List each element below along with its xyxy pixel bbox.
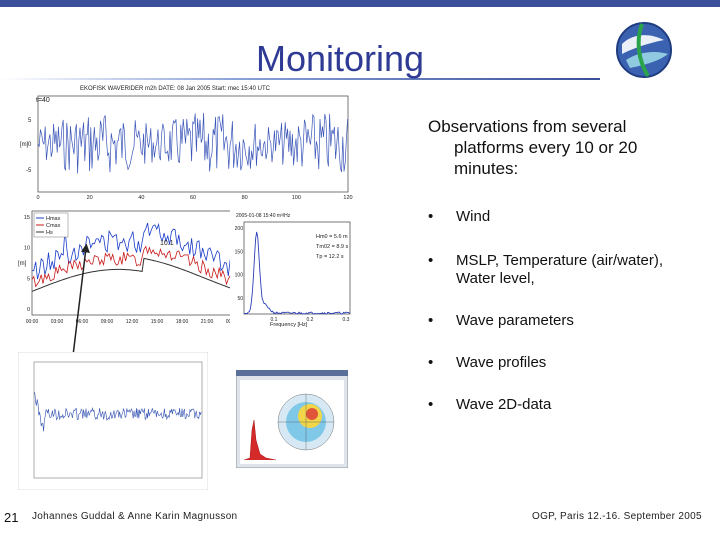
timeseries-x-tick: 12:00 (126, 319, 139, 325)
intro-text: Observations from several platforms ever… (428, 116, 698, 179)
waverider-x-tick: 100 (292, 195, 301, 200)
timeseries-x-tick: 15:00 (151, 319, 164, 325)
bullet-item: • Wave 2D-data (428, 396, 708, 414)
timeseries-x-tick: 18:00 (176, 319, 189, 325)
legend-entry: Cmax (46, 223, 61, 229)
spectrum-header: 2005-01-08 15:40 m³/Hz (236, 213, 291, 219)
spectrum-x-tick: 0.3 (343, 317, 350, 323)
timeseries-x-tick: 06:00 (76, 319, 89, 325)
globe-logo-icon (616, 22, 672, 78)
series-hs-line (31, 257, 233, 292)
spectrum-line (243, 231, 351, 315)
title-underline (0, 78, 600, 80)
spectrum-stat: Tm02 = 8.9 s (316, 244, 349, 250)
bullet-item: • Wave profiles (428, 354, 708, 372)
wave-height-timeseries-figure: [m] 15 10 5 0 00:00 03:00 06:00 09:00 12:00 15:0… (18, 205, 236, 327)
series-cmax-line (31, 245, 233, 288)
spectrum-x-label: Frequency [Hz] (270, 322, 308, 328)
bullet-dot: • (428, 208, 434, 225)
waverider-x-tick: 80 (242, 195, 248, 200)
spectrum-x-tick: 0.2 (307, 317, 314, 323)
timeseries-y-tick: 5 (27, 276, 30, 282)
waverider-x-tick: 60 (190, 195, 196, 200)
bullet-text: Wave parameters (456, 312, 574, 329)
timeseries-annotation: 10.1 (160, 240, 174, 247)
timeseries-x-tick: 00:00 (26, 319, 39, 325)
intro-line-3: minutes: (454, 159, 519, 178)
waverider-y-tick: -5 (26, 168, 32, 174)
bullet-item: • Wind (428, 208, 708, 226)
waverider-label: t=40 (36, 97, 50, 104)
waverider-x-tick: 0 (36, 195, 39, 200)
waverider-title: EKOFISK WAVERIDER m2h DATE: 08 Jan 2005 … (80, 86, 271, 92)
spectrum-y-tick: 150 (235, 249, 244, 255)
footer-authors: Johannes Guddal & Anne Karin Magnusson (32, 511, 238, 522)
spectrum-x-ticks: 0.1 0.2 0.3 (271, 317, 350, 323)
bullet-dot: • (428, 252, 434, 269)
wave-2d-thumbnail-figure (236, 370, 348, 468)
timeseries-x-tick: 03:00 (51, 319, 64, 325)
spectrum-y-tick: 50 (237, 296, 243, 302)
bullet-dot: • (428, 354, 434, 371)
spectrum-y-tick: 100 (235, 273, 244, 279)
waverider-x-ticks: 0 20 40 60 80 100 120 (36, 195, 352, 200)
bullet-text-continued: Water level, (456, 270, 535, 287)
waverider-y-tick: 0 (28, 142, 32, 148)
top-accent-bar (0, 0, 720, 7)
waverider-x-tick: 40 (138, 195, 144, 200)
legend-entry: Hmax (46, 216, 61, 222)
intro-line-2: platforms every 10 or 20 (454, 138, 638, 157)
timeseries-y-ticks: 15 10 5 0 (24, 215, 30, 313)
bullet-dot: • (428, 396, 434, 413)
bullet-item: • MSLP, Temperature (air/water), Water lev… (428, 252, 708, 288)
page-number: 21 (4, 510, 19, 525)
spectrum-stat: Tp = 12.2 s (316, 254, 344, 260)
legend-entry: Hs (46, 230, 53, 236)
slide-title: Monitoring (255, 38, 425, 79)
thumbnail-signal-line (33, 392, 202, 432)
bullet-text: Wave 2D-data (456, 396, 552, 413)
waverider-x-tick: 120 (343, 195, 352, 200)
timeseries-x-tick: 09:00 (101, 319, 114, 325)
timeseries-thumbnail-figure (18, 352, 208, 490)
timeseries-y-tick: 15 (24, 215, 30, 221)
bullet-text: Wave profiles (456, 354, 547, 371)
timeseries-legend: Hmax Cmax Hs (33, 212, 69, 238)
spectrum-stat: Hm0 = 5.6 m (316, 234, 348, 240)
waverider-y-unit: [m] (20, 142, 29, 148)
timeseries-y-unit: [m] (18, 261, 27, 267)
waverider-signal-line (37, 112, 348, 174)
footer-conference: OGP, Paris 12.-16. September 2005 (532, 511, 702, 522)
waverider-x-tick: 20 (87, 195, 93, 200)
spectrum-y-tick: 200 (235, 226, 244, 232)
bullet-text: MSLP, Temperature (air/water), (456, 252, 664, 269)
pointer-arrow (71, 243, 90, 365)
intro-line-1: Observations from several (428, 117, 627, 136)
waverider-y-tick: 5 (28, 118, 32, 124)
spectrum-x-tick: 0.1 (271, 317, 278, 323)
bullet-item: • Wave parameters (428, 312, 708, 330)
bullet-text: Wind (456, 208, 491, 225)
timeseries-y-tick: 10 (24, 246, 30, 252)
timeseries-y-tick: 0 (27, 307, 30, 313)
spectrum-y-ticks: 200 150 100 50 (235, 226, 244, 302)
bullet-dot: • (428, 312, 434, 329)
waverider-timeseries-figure: EKOFISK WAVERIDER m2h DATE: 08 Jan 2005 … (18, 82, 358, 200)
timeseries-x-tick: 21:00 (201, 319, 214, 325)
timeseries-x-ticks: 00:00 03:00 06:00 09:00 12:00 15:00 18:00 21:00… (26, 319, 236, 325)
